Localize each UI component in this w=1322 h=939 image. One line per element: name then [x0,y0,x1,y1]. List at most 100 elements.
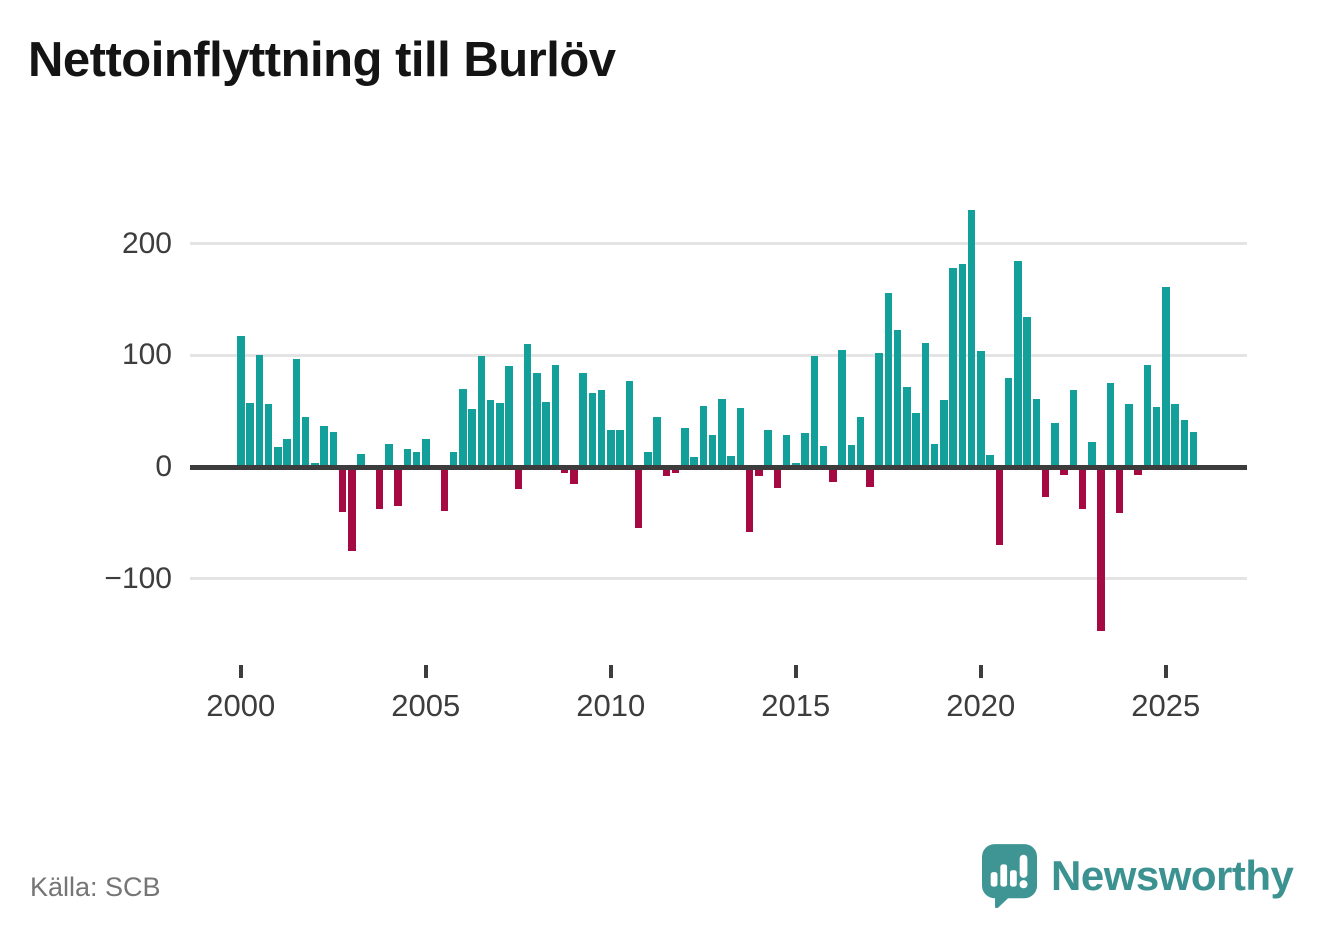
bar-2007Q4 [523,344,532,467]
bar-2009Q4 [597,389,606,467]
x-tick [978,665,983,678]
bar-2016Q4 [856,416,865,467]
bar-2024Q3 [1143,365,1151,467]
bar-2006Q4 [486,399,495,467]
bar-2008Q3 [551,365,559,467]
bar-2022Q4 [1078,467,1087,510]
gridline [190,242,1247,246]
bar-2017Q1 [866,467,874,488]
bar-2011Q4 [671,467,680,473]
y-tick-label: 100 [121,338,172,372]
x-tick-label: 2015 [761,688,831,723]
bar-2008Q2 [542,402,550,467]
bar-2004Q2 [394,467,402,507]
bar-2012Q2 [690,456,698,467]
bar-2001Q1 [274,446,282,467]
bar-2007Q1 [496,403,504,467]
bar-2021Q1 [1014,261,1022,467]
y-tick-label: −100 [104,561,172,595]
bar-2011Q2 [653,416,661,467]
bar-2009Q3 [588,393,596,467]
bar-2021Q4 [1041,467,1050,498]
bar-2017Q4 [893,329,902,467]
bar-2018Q1 [903,386,911,467]
bar-2009Q2 [579,373,587,467]
bar-2019Q2 [949,268,957,467]
bar-2022Q2 [1060,467,1068,475]
brand-name: Newsworthy [1051,852,1294,899]
bar-2010Q4 [634,467,643,529]
x-tick-label: 2010 [576,688,646,723]
bar-2014Q3 [773,467,781,489]
bar-2014Q4 [782,434,791,467]
bar-2025Q1 [1162,287,1170,467]
bar-2001Q3 [292,358,300,467]
bar-2025Q3 [1180,420,1188,467]
bar-2015Q4 [819,445,828,467]
bar-2003Q1 [348,467,356,551]
logo-exclamation-dot [1019,880,1028,889]
bar-2017Q2 [875,353,883,467]
x-tick [1163,665,1168,678]
x-tick [793,665,798,678]
bar-2006Q1 [459,388,467,467]
bar-2004Q1 [385,443,393,467]
bar-2008Q1 [533,373,541,467]
bar-2007Q2 [505,366,513,467]
bar-2016Q1 [829,467,837,482]
bar-2010Q1 [607,430,615,467]
bar-2008Q4 [560,467,569,473]
x-tick [238,665,243,678]
bar-2006Q2 [468,408,476,467]
x-axis-zero-line [190,464,1247,470]
bar-2023Q3 [1106,383,1114,467]
logo-bar-2 [1000,864,1008,887]
bar-2013Q3 [736,407,744,467]
bar-2011Q3 [662,467,670,476]
bar-2020Q3 [995,467,1003,546]
bar-2006Q3 [477,356,485,467]
bar-2022Q3 [1069,389,1077,467]
bar-2011Q1 [644,452,652,467]
logo-exclamation-stem [1019,854,1028,878]
bar-2009Q1 [570,467,578,484]
bar-2005Q1 [422,439,430,467]
bar-2016Q3 [847,444,855,467]
chart-title: Nettoinflyttning till Burlöv [28,33,616,87]
x-tick-label: 2020 [946,688,1016,723]
bar-2019Q1 [940,399,948,467]
bar-2015Q2 [801,433,809,467]
bar-2015Q3 [810,356,818,467]
bar-2023Q4 [1115,467,1124,513]
bar-2005Q4 [449,452,458,467]
y-tick-label: 200 [121,226,172,260]
bar-2018Q4 [930,443,939,467]
bar-2017Q3 [884,292,892,467]
newsworthy-logo-icon [982,844,1038,908]
bar-2020Q2 [986,454,994,467]
brand-lockup: Newsworthy [982,844,1294,908]
bar-2001Q4 [301,416,310,467]
source-note: Källa: SCB [30,872,161,902]
bar-2000Q2 [246,403,254,467]
bar-2025Q4 [1189,432,1198,467]
bar-2020Q4 [1004,377,1013,467]
logo-bar-1 [990,872,998,887]
bar-2000Q4 [264,404,273,467]
x-tick [423,665,428,678]
x-tick-label: 2000 [206,688,276,723]
bar-2018Q2 [912,413,920,467]
gridline [190,577,1247,581]
bar-2016Q2 [838,349,846,467]
bar-2010Q3 [625,380,633,467]
x-tick [608,665,613,678]
bar-2019Q3 [958,263,966,467]
bar-2025Q2 [1171,404,1179,467]
bar-2007Q3 [514,467,522,490]
bar-2013Q1 [718,398,726,467]
bar-2021Q3 [1032,398,1040,467]
x-tick-label: 2025 [1131,688,1201,723]
bar-2003Q2 [357,453,365,467]
